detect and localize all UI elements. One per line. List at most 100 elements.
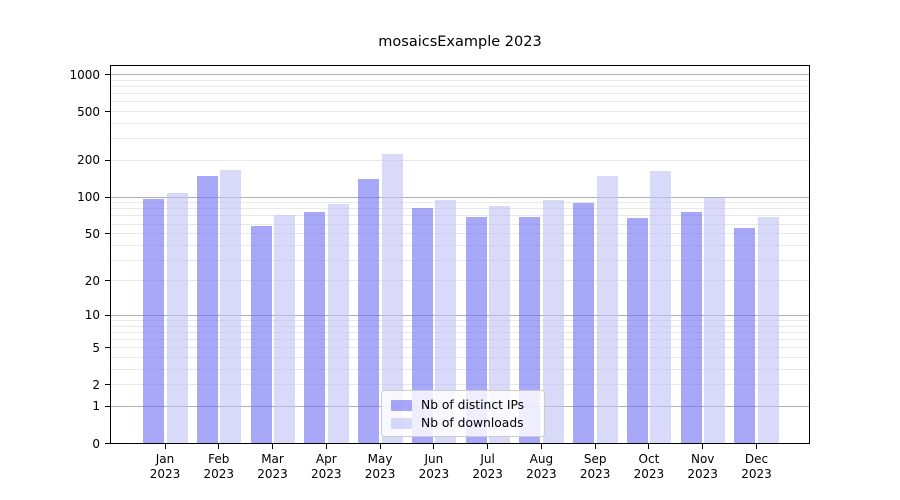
bar-mar-downloads (274, 215, 296, 444)
gridline-minor (110, 280, 810, 282)
gridline-minor (110, 259, 810, 261)
bar-feb-downloads (220, 169, 242, 444)
bar-jun-downloads (435, 200, 457, 444)
gridline-minor (110, 79, 810, 81)
x-tick-label: Sep 2023 (563, 452, 627, 482)
legend-label-downloads: Nb of downloads (421, 416, 524, 430)
gridline-minor (110, 208, 810, 210)
y-tick-label: 50 (84, 226, 100, 241)
bar-may-distinct-ips (358, 179, 380, 444)
gridline-minor (110, 93, 810, 95)
x-tickmark (272, 444, 274, 449)
bar-dec-downloads (757, 217, 779, 444)
gridline-major (110, 314, 810, 316)
x-tickmark (540, 444, 542, 449)
x-tick-year: 2023 (472, 466, 503, 481)
x-tick-year: 2023 (741, 466, 772, 481)
x-tickmark (702, 444, 704, 449)
gridline-minor (110, 325, 810, 327)
x-tick-month: Apr (315, 451, 337, 466)
y-tickmark (104, 347, 110, 349)
x-tickmark (218, 444, 220, 449)
y-tickmark (104, 74, 110, 76)
legend-item-downloads: Nb of downloads (391, 415, 535, 431)
legend-swatch-downloads (391, 417, 412, 429)
y-tickmark (104, 111, 110, 113)
x-tick-month: Feb (208, 451, 230, 466)
gridline-major (110, 196, 810, 198)
y-tick-label: 2 (92, 377, 100, 392)
bar-aug-downloads (542, 200, 564, 444)
x-tick-month: May (367, 451, 393, 466)
bar-nov-downloads (704, 198, 726, 444)
bar-dec-distinct-ips (734, 227, 756, 444)
bar-sep-distinct-ips (573, 203, 595, 444)
gridline-minor (110, 138, 810, 140)
gridline-minor (110, 347, 810, 349)
x-tickmark (755, 444, 757, 449)
y-tickmark (104, 405, 110, 407)
x-tickmark (648, 444, 650, 449)
gridline-minor (110, 86, 810, 88)
x-tick-year: 2023 (526, 466, 557, 481)
x-tick-label: Aug 2023 (509, 452, 573, 482)
x-tick-year: 2023 (633, 466, 665, 481)
x-tickmark (379, 444, 381, 449)
gridline-minor (110, 215, 810, 217)
y-tickmark (104, 443, 110, 444)
x-tick-year: 2023 (311, 466, 342, 481)
y-tick-label: 5 (92, 340, 100, 355)
x-tickmark (433, 444, 435, 449)
x-tick-month: Jun (424, 451, 444, 466)
x-tick-year: 2023 (364, 466, 396, 481)
y-tick-label: 1 (92, 399, 100, 414)
bar-sep-downloads (596, 176, 618, 444)
legend-swatch-distinct-ips (391, 399, 412, 411)
x-tick-month: Nov (690, 451, 715, 466)
x-tick-label: Oct 2023 (617, 452, 681, 482)
bar-mar-distinct-ips (250, 225, 272, 444)
bar-jun-distinct-ips (411, 208, 433, 444)
gridline-minor (110, 320, 810, 322)
x-tick-month: Oct (638, 451, 660, 466)
gridline-minor (110, 339, 810, 341)
bar-apr-downloads (327, 204, 349, 444)
gridline-minor (110, 233, 810, 235)
x-tick-year: 2023 (149, 466, 181, 481)
x-tick-month: Sep (583, 451, 607, 466)
x-tickmark (325, 444, 327, 449)
x-tick-label: Dec 2023 (724, 452, 788, 482)
x-tick-year: 2023 (257, 466, 288, 481)
bar-jul-downloads (489, 205, 511, 444)
gridline-minor (110, 101, 810, 103)
x-tick-label: Apr 2023 (294, 452, 358, 482)
gridline-minor (110, 202, 810, 204)
legend: Nb of distinct IPs Nb of downloads (381, 390, 545, 437)
gridline-minor (110, 357, 810, 359)
x-tickmark (164, 444, 166, 449)
x-tickmark (487, 444, 489, 449)
y-tick-label: 0 (92, 436, 100, 451)
y-tickmark (104, 314, 110, 316)
x-tick-month: Aug (529, 451, 554, 466)
gridline-minor (110, 368, 810, 370)
x-tick-month: Dec (744, 451, 769, 466)
gridline-minor (110, 384, 810, 386)
legend-item-distinct-ips: Nb of distinct IPs (391, 397, 535, 413)
bar-nov-distinct-ips (680, 211, 702, 444)
bar-aug-distinct-ips (519, 217, 541, 444)
bar-jan-distinct-ips (143, 198, 164, 444)
x-tick-month: Jul (480, 451, 495, 466)
x-tickmark (594, 444, 596, 449)
y-tickmark (104, 233, 110, 235)
x-tick-label: Mar 2023 (241, 452, 305, 482)
y-tick-label: 200 (77, 153, 100, 168)
x-tick-label: Jul 2023 (456, 452, 520, 482)
gridline-minor (110, 111, 810, 113)
gridline-minor (110, 223, 810, 225)
bar-feb-distinct-ips (196, 175, 218, 444)
y-tick-label: 20 (84, 273, 100, 288)
x-tick-label: Jan 2023 (133, 452, 197, 482)
y-tick-label: 500 (77, 104, 100, 119)
